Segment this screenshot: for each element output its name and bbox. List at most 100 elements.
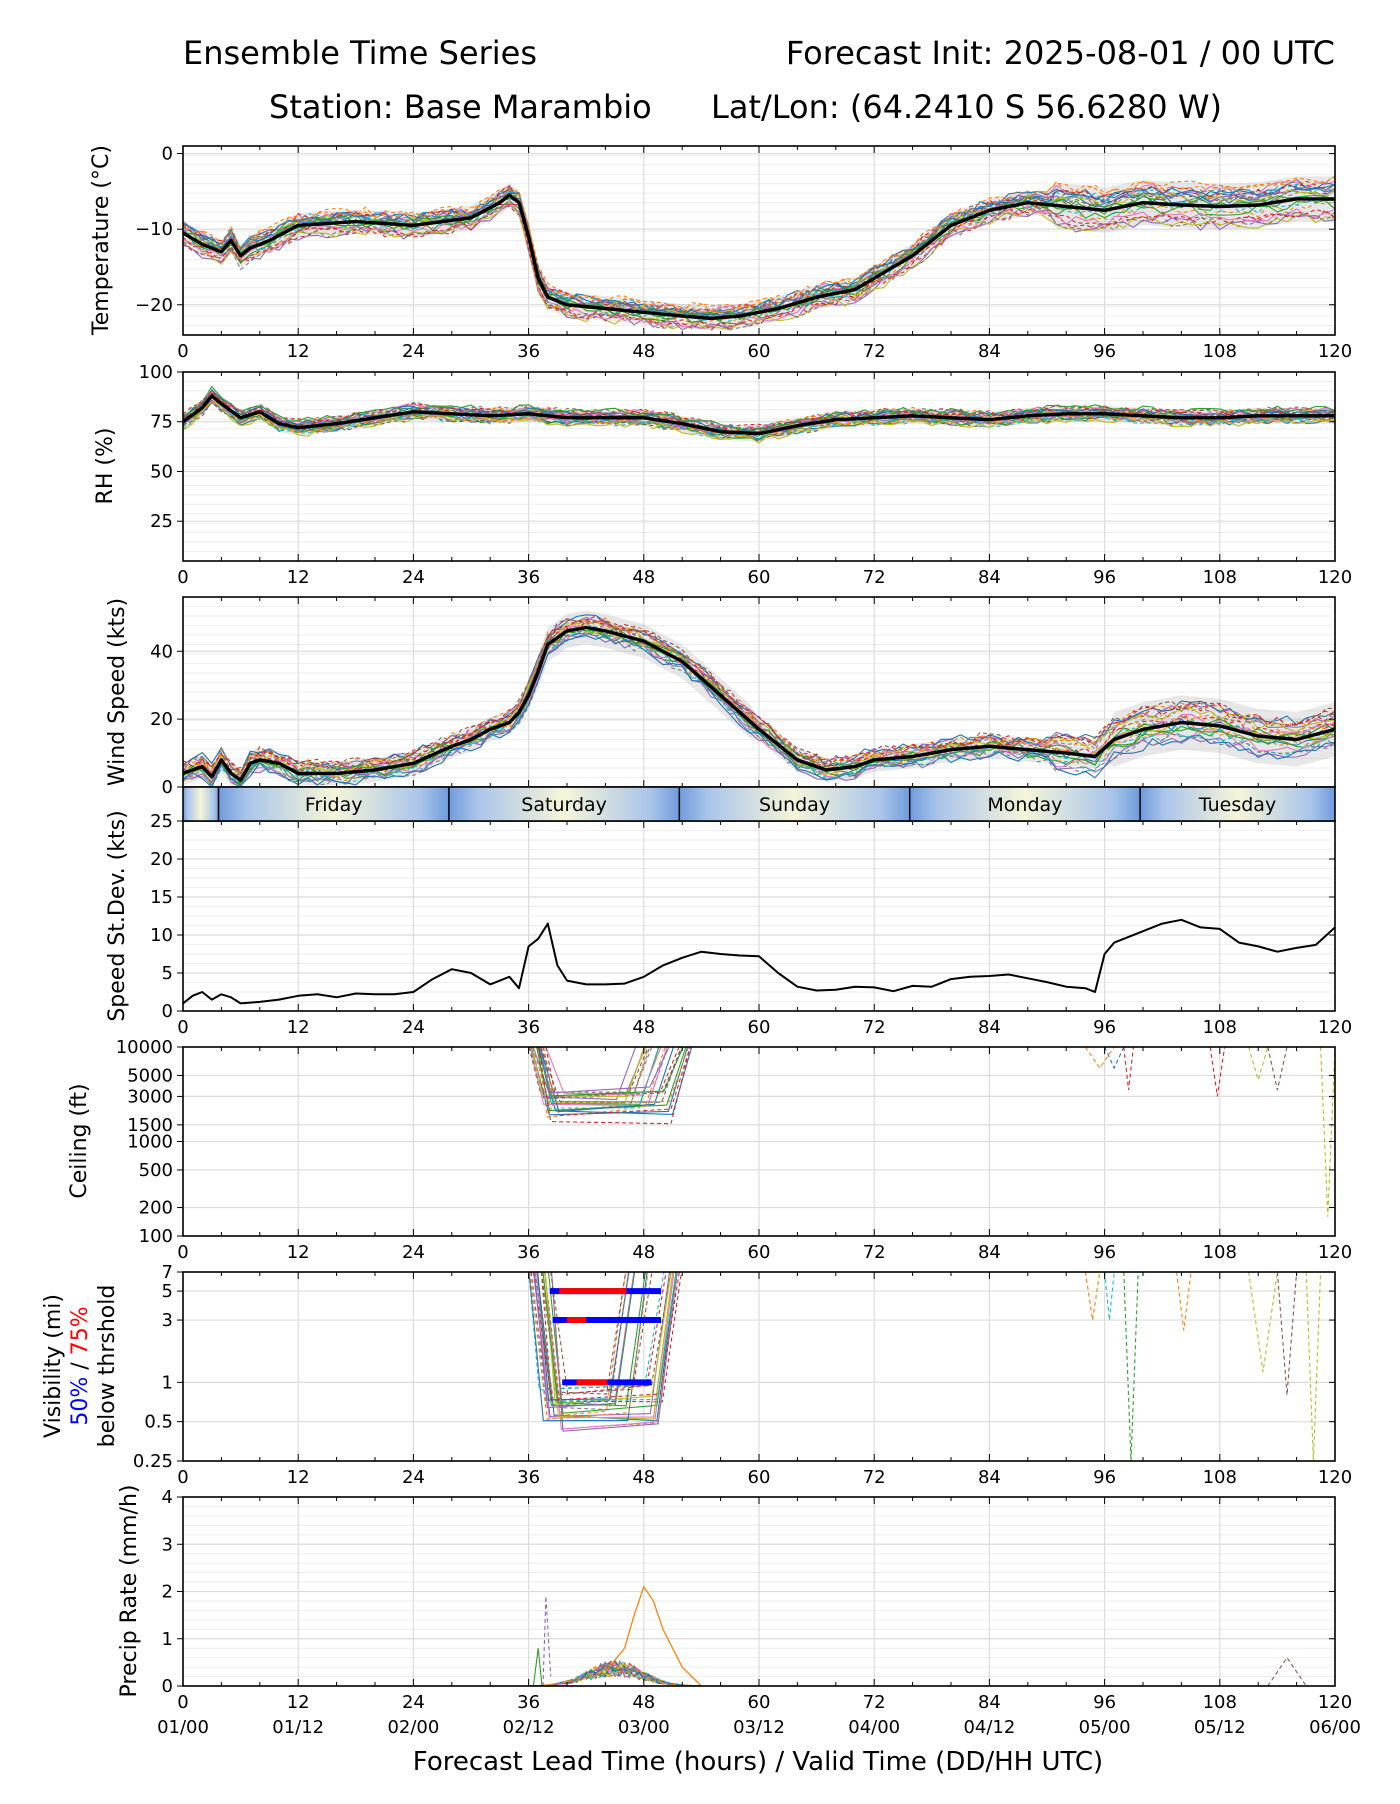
ensemble-member-line <box>537 1047 691 1125</box>
x-tick-label: 72 <box>863 1467 886 1488</box>
y-tick-label: 200 <box>139 1198 173 1219</box>
grid-major <box>182 1046 1336 1237</box>
y-tick-label: 5 <box>162 963 173 984</box>
valid-time-label: 06/00 <box>1309 1717 1361 1738</box>
y-tick-label: 1500 <box>127 1115 173 1136</box>
ensemble-member-line <box>528 1047 649 1099</box>
y-tick-label: 10000 <box>116 1037 173 1058</box>
y-tick-label: 50 <box>150 461 173 482</box>
x-tick-label: 120 <box>1318 1242 1352 1263</box>
x-ticks: 0 12 24 36 48 60 72 84 96 108 120 <box>177 1047 1352 1263</box>
ensemble-member-line <box>1123 1047 1134 1091</box>
ensemble-member-line <box>1267 1656 1307 1686</box>
ensemble-member-line <box>1276 1272 1298 1396</box>
ensemble-member-line <box>183 392 1335 430</box>
ensemble-member-line <box>183 615 1335 773</box>
day-band-segment <box>1140 787 1335 821</box>
panel-4: 0 12 24 36 48 60 72 84 96 108 120 100 200 500 10001500… <box>67 1037 1352 1263</box>
x-tick-label: 96 <box>1093 341 1116 362</box>
y-tick-label: 25 <box>150 511 173 532</box>
x-tick-label: 36 <box>517 1467 540 1488</box>
visibility-ylabel-line3: below thrshold <box>95 1285 120 1448</box>
y-axis-label: Wind Speed (kts) <box>105 598 130 786</box>
x-axis-label: Forecast Lead Time (hours) / Valid Time … <box>413 1747 1103 1777</box>
ensemble-member-line <box>528 1660 702 1686</box>
panel-3: 0 12 24 36 48 60 72 84 96 108 120 0 5 10 15 20 25 Speed S… <box>105 810 1352 1038</box>
y-tick-label: 25 <box>150 811 173 832</box>
day-band-segment <box>909 787 1141 821</box>
y-tick-label: 0 <box>162 1676 173 1697</box>
ensemble-member-line <box>543 1047 690 1103</box>
x-tick-label: 48 <box>632 567 655 588</box>
x-tick-label: 12 <box>287 567 310 588</box>
ensemble-mean-line <box>183 193 1335 321</box>
ensemble-member-line <box>183 617 1335 775</box>
ensemble-member-line <box>183 400 1335 443</box>
x-tick-label: 120 <box>1318 1017 1352 1038</box>
panel-2: 0 20 40 Wind Speed (kts) <box>105 596 1336 798</box>
x-tick-label: 12 <box>287 1692 310 1713</box>
x-tick-label: 24 <box>402 567 425 588</box>
valid-time-label: 02/12 <box>503 1717 555 1738</box>
y-tick-label: 5 <box>162 1281 173 1302</box>
ensemble-member-line <box>534 1272 630 1407</box>
y-tick-label: −10 <box>135 219 173 240</box>
x-tick-label: 0 <box>177 567 188 588</box>
day-label: Tuesday <box>1198 794 1276 816</box>
ensemble-member-line <box>183 199 1335 329</box>
forecast-init: Forecast Init: 2025-08-01 / 00 UTC <box>786 34 1335 72</box>
ensemble-member-line <box>542 1272 674 1420</box>
x-tick-label: 36 <box>517 1692 540 1713</box>
ensemble-member-line <box>1104 1272 1115 1321</box>
y-tick-label: 20 <box>150 709 173 730</box>
y-tick-label: 100 <box>139 1226 173 1247</box>
y-tick-label: 3 <box>162 1534 173 1555</box>
x-tick-label: 24 <box>402 1692 425 1713</box>
ensemble-member-line <box>528 1047 683 1093</box>
pct75-label: 75% <box>68 1306 93 1355</box>
stdev-line <box>183 918 1335 1005</box>
x-tick-label: 60 <box>748 341 771 362</box>
x-tick-label: 84 <box>978 567 1001 588</box>
x-tick-label: 12 <box>287 341 310 362</box>
y-tick-label: 10 <box>150 925 173 946</box>
x-tick-label: 0 <box>177 1017 188 1038</box>
ensemble-member-line <box>183 614 1335 775</box>
ensemble-member-line <box>538 1047 684 1097</box>
x-tick-label: 108 <box>1203 1242 1237 1263</box>
plot-area <box>183 610 1335 787</box>
y-tick-label: 20 <box>150 849 173 870</box>
x-tick-label: 96 <box>1093 1692 1116 1713</box>
y-axis-label: Speed St.Dev. (kts) <box>105 810 130 1021</box>
y-tick-label: 5000 <box>127 1065 173 1086</box>
plot-area <box>528 1585 1307 1686</box>
ensemble-member-line <box>550 1272 653 1394</box>
ensemble-member-line <box>183 175 1335 310</box>
x-tick-label: 120 <box>1318 341 1352 362</box>
x-tick-label: 72 <box>863 341 886 362</box>
ensemble-member-line <box>540 1047 682 1103</box>
valid-time-label: 02/00 <box>387 1717 439 1738</box>
y-tick-label: 75 <box>150 412 173 433</box>
ensemble-member-line <box>1248 1272 1278 1373</box>
y-tick-label: 3000 <box>127 1086 173 1107</box>
x-tick-label: 72 <box>863 1692 886 1713</box>
ensemble-member-line <box>1123 1272 1139 1461</box>
x-tick-label: 60 <box>748 1692 771 1713</box>
day-band-segment <box>448 787 680 821</box>
valid-time-label: 04/00 <box>848 1717 900 1738</box>
visibility-ylabel-line1: Visibility (mi) <box>41 1294 66 1438</box>
valid-time-label: 01/00 <box>157 1717 209 1738</box>
day-label: Saturday <box>521 794 607 816</box>
x-ticks: 0 12 24 36 48 60 72 84 96 108 120 <box>177 821 1352 1038</box>
ensemble-member-line <box>542 1272 646 1407</box>
visibility-ylabel-line2: 50% / 75% <box>68 1306 93 1425</box>
ensemble-member-line <box>1320 1047 1335 1217</box>
figure-title: Ensemble Time Series <box>183 34 537 72</box>
y-tick-label: 2 <box>162 1582 173 1603</box>
x-tick-label: 48 <box>632 341 655 362</box>
x-tick-label: 72 <box>863 1017 886 1038</box>
ensemble-member-line <box>183 401 1335 444</box>
x-ticks: 0 12 24 36 48 60 72 84 96 108 120 <box>177 372 1352 588</box>
